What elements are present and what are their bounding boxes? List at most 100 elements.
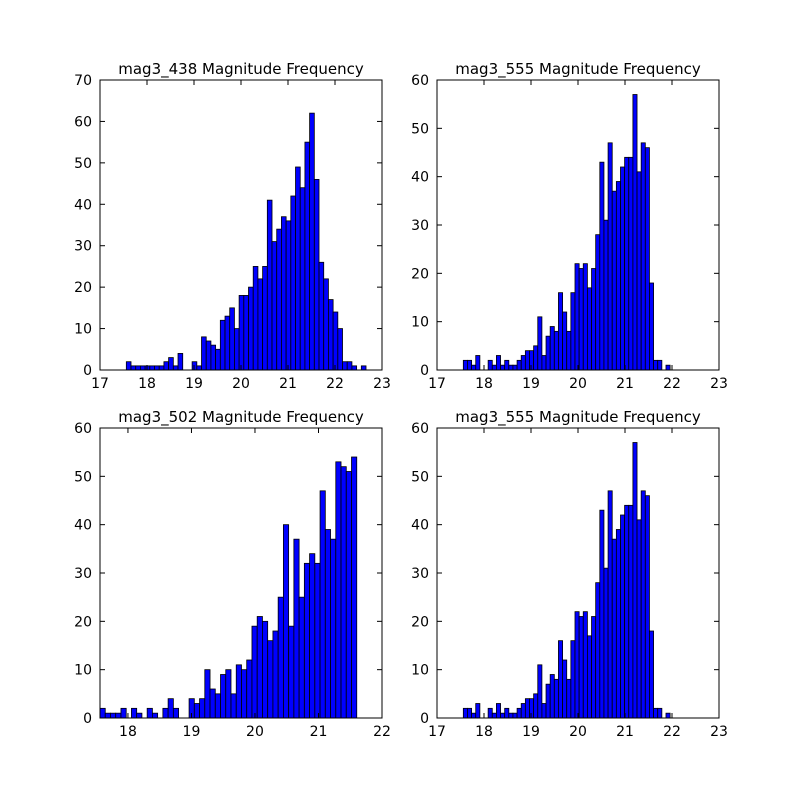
histogram-bar — [168, 357, 174, 371]
histogram-bar — [146, 707, 153, 719]
histogram-bar — [665, 712, 671, 719]
histogram-bar — [235, 664, 242, 719]
y-tick-label: 50 — [411, 469, 429, 485]
histogram-bar — [611, 190, 617, 371]
y-tick-label: 60 — [74, 421, 92, 437]
tick-group: 17 18 19 20 21 22 23 0 10 20 30 40 50 60 70 — [74, 73, 391, 392]
y-tick-label: 0 — [83, 711, 92, 727]
histogram-bar — [104, 712, 111, 719]
x-tick-label: 18 — [475, 376, 493, 392]
histogram-bar — [324, 529, 331, 719]
x-tick-label: 23 — [710, 376, 728, 392]
y-tick-label: 0 — [420, 363, 429, 379]
histogram-bar — [541, 355, 547, 371]
y-tick-label: 40 — [411, 170, 429, 186]
histogram-bar — [346, 361, 353, 371]
histogram-bar — [309, 553, 316, 719]
histogram-bar — [504, 707, 510, 719]
histogram-bar — [209, 688, 216, 719]
histogram-bar — [140, 365, 146, 371]
y-tick-label: 10 — [74, 322, 92, 338]
histogram-bar — [252, 266, 259, 371]
histogram-bar — [319, 490, 326, 719]
y-tick-label: 30 — [74, 566, 92, 582]
histogram-bar — [467, 707, 472, 719]
histogram-bar — [595, 582, 601, 719]
histogram-bar — [578, 616, 584, 719]
histogram-bar — [512, 364, 518, 371]
bar-group — [99, 456, 358, 719]
histogram-bar — [196, 365, 202, 371]
y-tick-label: 40 — [411, 518, 429, 534]
x-tick-label: 23 — [710, 724, 728, 740]
y-tick-label: 10 — [411, 315, 429, 331]
histogram-bar — [110, 712, 117, 719]
histogram-bar — [248, 286, 254, 371]
histogram-bar — [566, 330, 572, 371]
y-tick-label: 40 — [74, 197, 92, 213]
histogram-bar — [553, 678, 559, 719]
histogram-bar — [578, 268, 584, 371]
bar-group — [462, 94, 671, 371]
histogram-bar — [467, 359, 472, 371]
histogram-bar — [520, 355, 526, 371]
histogram-bar — [491, 712, 497, 719]
histogram-bar — [500, 364, 506, 371]
y-tick-label: 30 — [411, 218, 429, 234]
histogram-bar — [640, 142, 646, 371]
histogram-bar — [335, 461, 342, 719]
y-tick-label: 0 — [83, 363, 92, 379]
histogram-bar — [271, 241, 278, 371]
histogram-bar — [649, 282, 654, 371]
histogram-mag3-502: mag3_502 Magnitude Frequency 18 19 20 21 22 0… — [74, 408, 391, 740]
histogram-bar — [229, 307, 235, 371]
histogram-bar — [328, 299, 334, 371]
histogram-bar — [620, 514, 626, 719]
y-tick-label: 10 — [74, 663, 92, 679]
histogram-bar — [120, 707, 127, 719]
histogram-bar — [549, 674, 555, 719]
histogram-bar — [303, 562, 310, 719]
panel-title: mag3_502 Magnitude Frequency — [118, 408, 364, 427]
histogram-bar — [653, 359, 659, 371]
histogram-bar — [201, 336, 207, 371]
histogram-bar — [149, 365, 155, 371]
tick-group: 18 19 20 21 22 0 10 20 30 40 50 60 — [74, 421, 391, 740]
histogram-bar — [267, 640, 274, 719]
x-tick-label: 20 — [569, 724, 587, 740]
histogram-bar — [520, 703, 526, 719]
histogram-bar — [475, 703, 481, 719]
y-tick-label: 70 — [74, 73, 92, 89]
histogram-bar — [162, 707, 169, 719]
x-tick-label: 22 — [373, 724, 391, 740]
histogram-bar — [657, 359, 663, 371]
histogram-bar — [298, 596, 305, 719]
x-tick-label: 20 — [232, 376, 250, 392]
histogram-bar — [238, 295, 245, 371]
y-tick-label: 30 — [411, 566, 429, 582]
x-tick-label: 19 — [522, 724, 540, 740]
histogram-bar — [214, 693, 221, 719]
histogram-bar — [136, 712, 143, 719]
histogram-bar — [340, 466, 347, 719]
panel-title: mag3_555 Magnitude Frequency — [455, 60, 701, 79]
histogram-bar — [277, 596, 284, 719]
y-tick-label: 60 — [411, 421, 429, 437]
histogram-bar — [516, 707, 522, 719]
histogram-bar — [309, 112, 315, 371]
x-tick-label: 18 — [119, 724, 137, 740]
histogram-bar — [115, 712, 122, 719]
x-tick-label: 17 — [428, 724, 446, 740]
y-tick-label: 40 — [74, 518, 92, 534]
x-tick-label: 17 — [91, 376, 109, 392]
histogram-bar — [210, 344, 217, 371]
histogram-bar — [624, 156, 630, 371]
histogram-bar — [304, 141, 311, 371]
histogram-bar — [293, 538, 300, 719]
histogram-bar — [620, 166, 626, 371]
y-tick-label: 20 — [74, 280, 92, 296]
x-tick-label: 19 — [522, 376, 540, 392]
histogram-bar — [545, 683, 551, 719]
